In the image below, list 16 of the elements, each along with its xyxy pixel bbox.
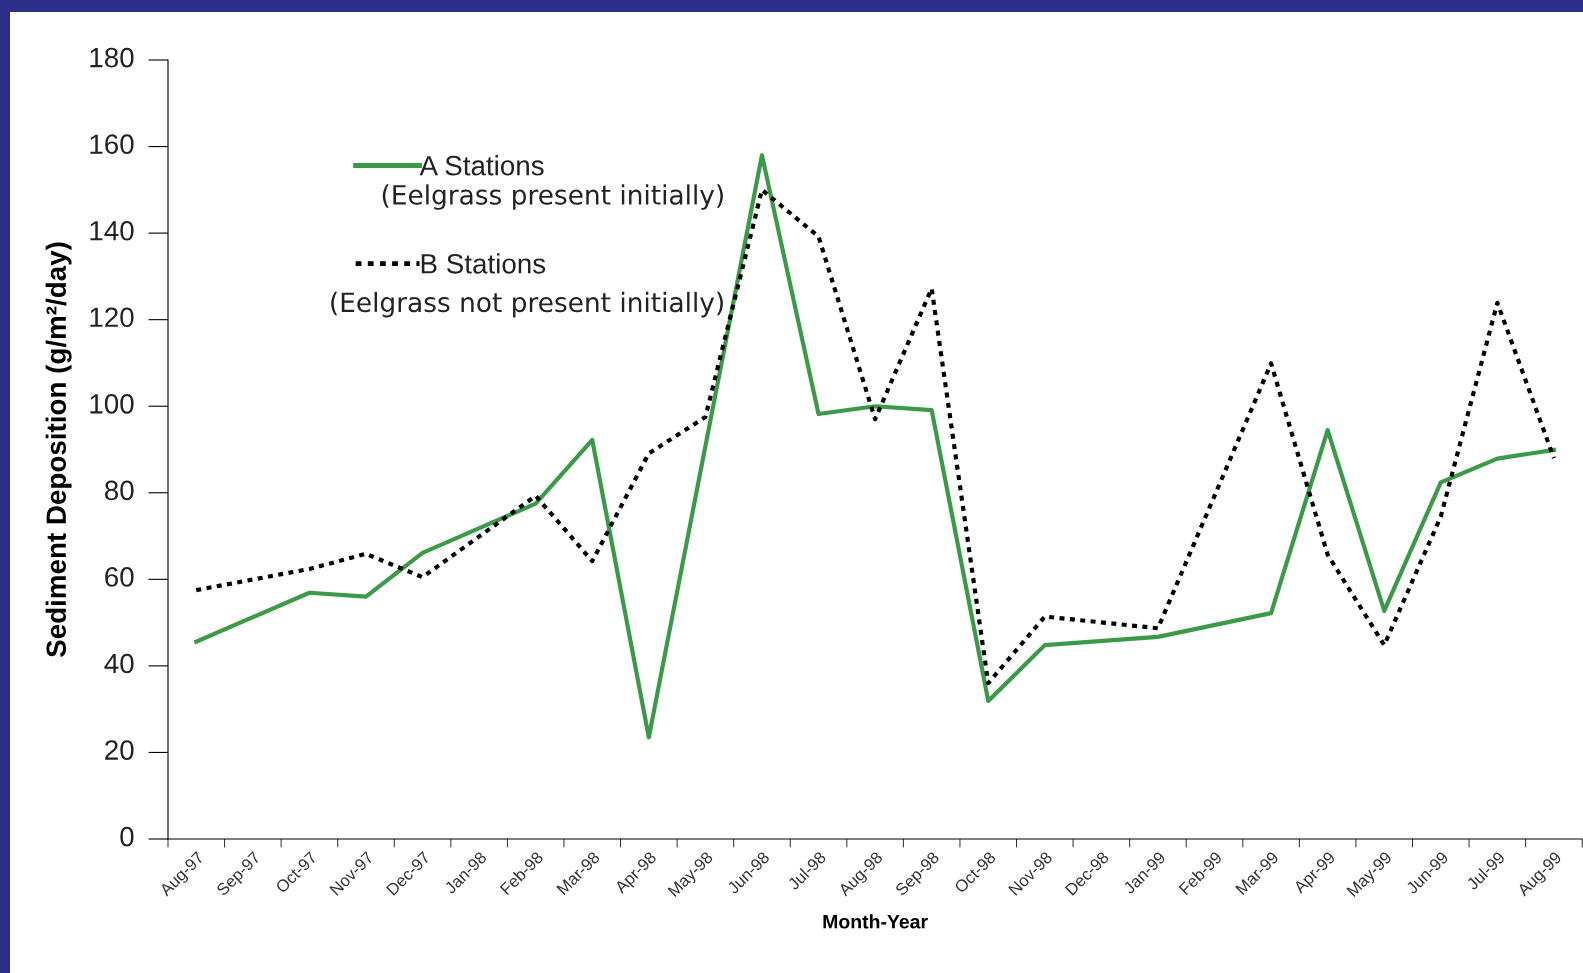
y-tick-label: 140 (90, 220, 134, 241)
y-tick-label: 100 (90, 394, 134, 414)
legend-label: A Stations (419, 155, 544, 176)
annotation: (Eelgrass not present initially) (331, 291, 723, 318)
legend-label: B Stations (421, 253, 546, 274)
y-tick-label: 180 (90, 47, 134, 68)
annotation: (Eelgrass present initially) (382, 184, 723, 210)
y-tick-label: 20 (105, 740, 134, 760)
x-axis-title: Month-Year (823, 914, 928, 929)
y-tick-label: 80 (104, 480, 134, 501)
y-axis-title: Sediment Deposition (g/m²/day) (45, 242, 72, 658)
y-tick-label: 160 (90, 134, 134, 155)
y-tick-label: 120 (90, 307, 134, 328)
y-tick-label: 60 (105, 567, 134, 587)
y-tick-label: 40 (104, 653, 134, 674)
y-tick-label: 0 (120, 826, 134, 847)
